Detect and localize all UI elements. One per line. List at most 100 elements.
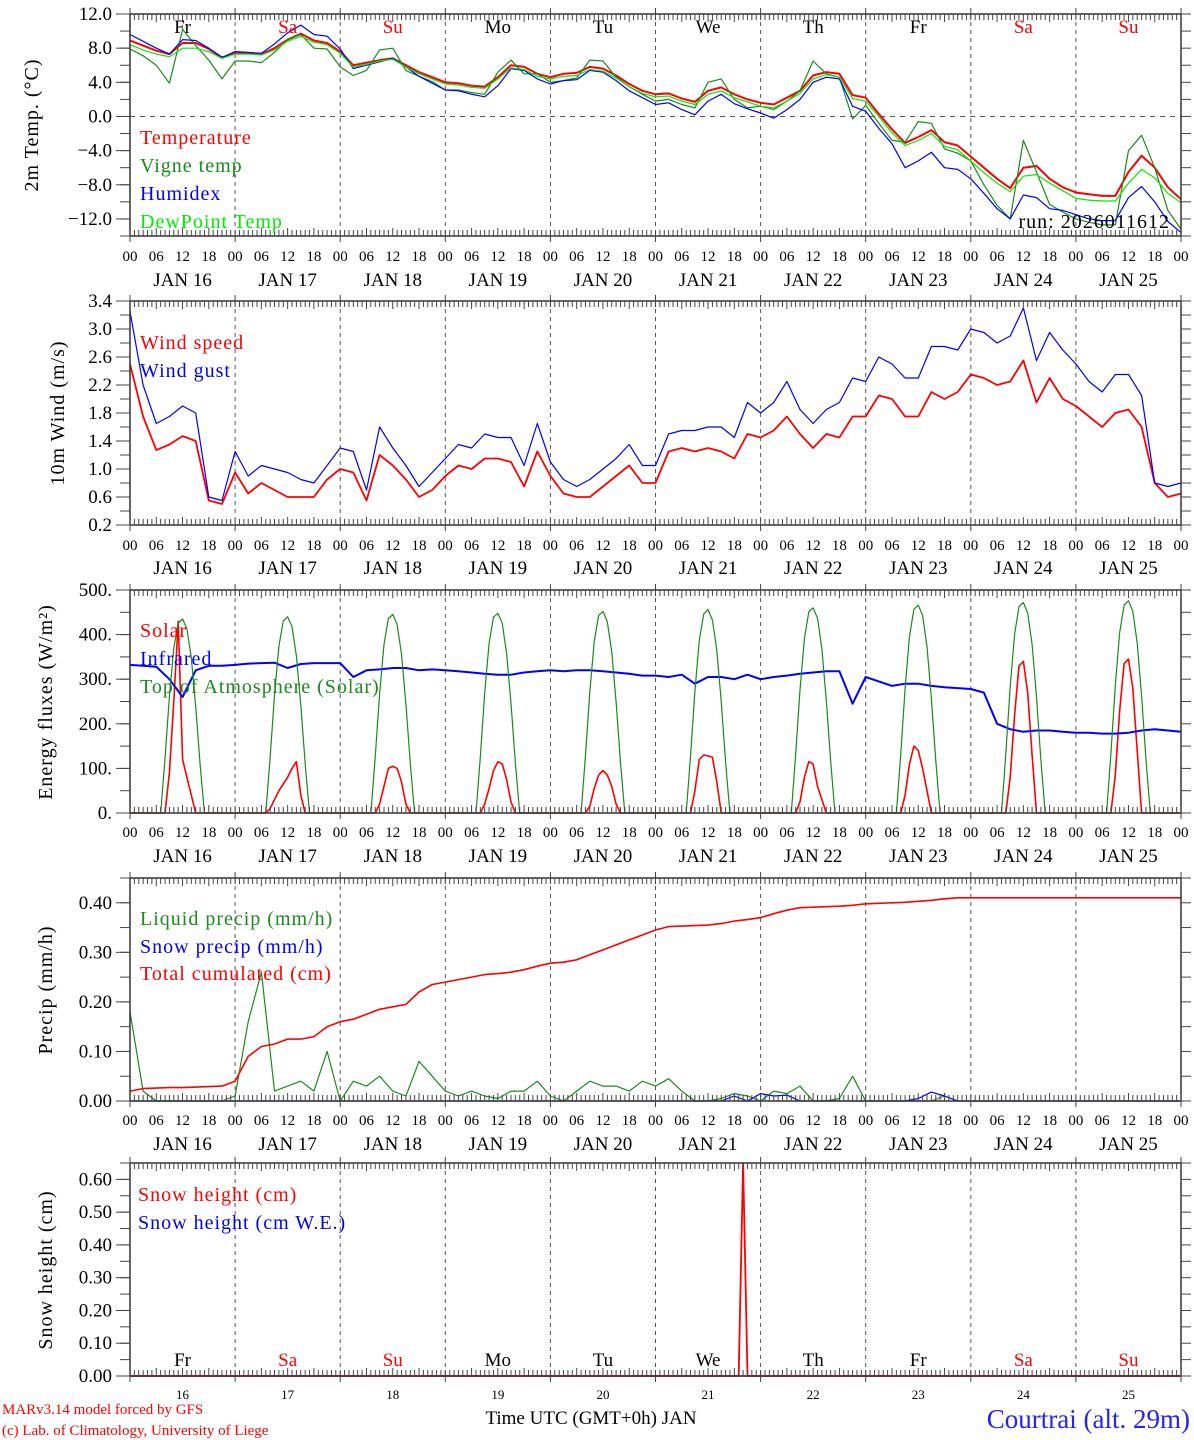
date-label: JAN 17 <box>258 270 317 291</box>
hour-tick-label: 18 <box>727 825 742 841</box>
legend-vigne-temp: Vigne temp <box>140 155 243 177</box>
hour-tick-label: 00 <box>1174 1113 1189 1129</box>
hour-tick-label: 06 <box>990 538 1006 554</box>
date-label: JAN 18 <box>363 558 422 579</box>
hour-tick-label: 12 <box>280 1113 295 1129</box>
hour-tick-label: 06 <box>464 538 480 554</box>
hour-tick-label: 06 <box>884 249 900 265</box>
hour-tick-label: 06 <box>779 538 795 554</box>
y-tick-label: −12.0 <box>68 209 112 230</box>
hour-tick-label: 18 <box>1042 538 1057 554</box>
hour-tick-label: 00 <box>1174 825 1189 841</box>
date-label: JAN 24 <box>994 558 1053 579</box>
date-label: JAN 20 <box>574 558 633 579</box>
day-name-label: Su <box>1118 17 1139 38</box>
date-label: JAN 20 <box>574 270 633 291</box>
day-name-label: Tu <box>593 1350 614 1371</box>
y-tick-label: 2.6 <box>88 347 112 368</box>
hour-tick-label: 00 <box>333 538 348 554</box>
date-label: JAN 23 <box>889 270 948 291</box>
hour-tick-label: 06 <box>990 1113 1006 1129</box>
hour-tick-label: 00 <box>438 538 453 554</box>
y-tick-label: 0.2 <box>88 515 112 536</box>
hour-tick-label: 12 <box>1016 825 1031 841</box>
day-number-label: 23 <box>912 1387 925 1402</box>
legend-snow-precip: Snow precip (mm/h) <box>140 936 324 958</box>
hour-tick-label: 12 <box>1016 249 1031 265</box>
y-axis-title-temp: 2m Temp. (°C) <box>21 58 43 191</box>
y-tick-label: 0.20 <box>79 992 112 1013</box>
hour-tick-label: 00 <box>333 825 348 841</box>
hour-tick-label: 18 <box>517 825 532 841</box>
run-annotation: run: 2026011612 <box>1019 211 1170 233</box>
day-name-label: Fr <box>910 1350 928 1371</box>
legend-wind-gust: Wind gust <box>140 360 231 382</box>
y-axis-title-precip: Precip (mm/h) <box>35 925 57 1054</box>
hour-tick-label: 18 <box>832 825 847 841</box>
date-label: JAN 22 <box>784 270 843 291</box>
date-label: JAN 18 <box>363 1134 422 1155</box>
day-name-label: Sa <box>278 1350 298 1371</box>
hour-tick-label: 18 <box>1042 825 1057 841</box>
hour-tick-label: 12 <box>701 1113 716 1129</box>
hour-tick-label: 18 <box>306 249 321 265</box>
legend-snow-height-we: Snow height (cm W.E.) <box>138 1212 346 1234</box>
y-tick-label: 200. <box>79 714 112 735</box>
day-name-label: Tu <box>593 17 614 38</box>
date-label: JAN 23 <box>889 558 948 579</box>
hour-tick-label: 12 <box>806 1113 821 1129</box>
hour-tick-label: 06 <box>674 1113 690 1129</box>
hour-tick-label: 06 <box>1095 249 1111 265</box>
hour-tick-label: 06 <box>569 538 585 554</box>
hour-tick-label: 06 <box>149 825 165 841</box>
y-tick-label: 400. <box>79 625 112 646</box>
hour-tick-label: 06 <box>254 1113 270 1129</box>
y-tick-label: 500. <box>79 580 112 601</box>
legend-humidex: Humidex <box>140 183 221 205</box>
day-name-label: Fr <box>174 17 192 38</box>
hour-tick-label: 00 <box>648 1113 663 1129</box>
hour-tick-label: 00 <box>543 538 558 554</box>
hour-tick-label: 18 <box>412 538 427 554</box>
hour-tick-label: 06 <box>254 249 270 265</box>
y-tick-label: 12.0 <box>79 4 112 25</box>
y-tick-label: 1.4 <box>88 431 112 452</box>
hour-tick-label: 00 <box>333 249 348 265</box>
hour-tick-label: 00 <box>1068 538 1083 554</box>
legend-liquid-precip: Liquid precip (mm/h) <box>140 908 333 930</box>
y-tick-label: 4.0 <box>88 72 112 93</box>
day-name-label: Su <box>383 17 404 38</box>
legend-dewpoint: DewPoint Temp <box>140 211 283 233</box>
hour-tick-label: 00 <box>753 1113 768 1129</box>
series-temperature <box>129 32 1182 201</box>
date-label: JAN 21 <box>679 1134 738 1155</box>
hour-tick-label: 12 <box>175 825 190 841</box>
hour-tick-label: 06 <box>990 825 1006 841</box>
hour-tick-label: 00 <box>438 1113 453 1129</box>
hour-tick-label: 12 <box>385 1113 400 1129</box>
hour-tick-label: 06 <box>884 538 900 554</box>
series-dewpoint-temp <box>129 35 1182 204</box>
day-number-label: 20 <box>596 1387 609 1402</box>
day-name-label: Mo <box>485 17 511 38</box>
day-name-label: We <box>696 1350 721 1371</box>
hour-tick-label: 06 <box>149 249 165 265</box>
hour-tick-label: 18 <box>832 1113 847 1129</box>
hour-tick-label: 00 <box>1174 538 1189 554</box>
hour-tick-label: 06 <box>569 825 585 841</box>
day-number-label: 16 <box>176 1387 190 1402</box>
y-axis-title-snow: Snow height (cm) <box>35 1190 57 1349</box>
y-tick-label: 0.60 <box>79 1169 112 1190</box>
date-label: JAN 17 <box>258 846 317 867</box>
date-label: JAN 16 <box>153 558 212 579</box>
hour-tick-label: 00 <box>648 538 663 554</box>
hour-tick-label: 18 <box>622 825 637 841</box>
hour-tick-label: 12 <box>595 538 610 554</box>
hour-tick-label: 12 <box>490 825 505 841</box>
hour-tick-label: 06 <box>359 538 375 554</box>
date-label: JAN 20 <box>574 1134 633 1155</box>
hour-tick-label: 06 <box>254 825 270 841</box>
date-label: JAN 21 <box>679 846 738 867</box>
model-credit: MARv3.14 model forced by GFS <box>2 1402 203 1418</box>
axes-layer: 12.0 8.0 4.0 0.0 −4.0 −8.0 −12.0 00 06 12 18 00 06 12… <box>68 4 1191 1402</box>
